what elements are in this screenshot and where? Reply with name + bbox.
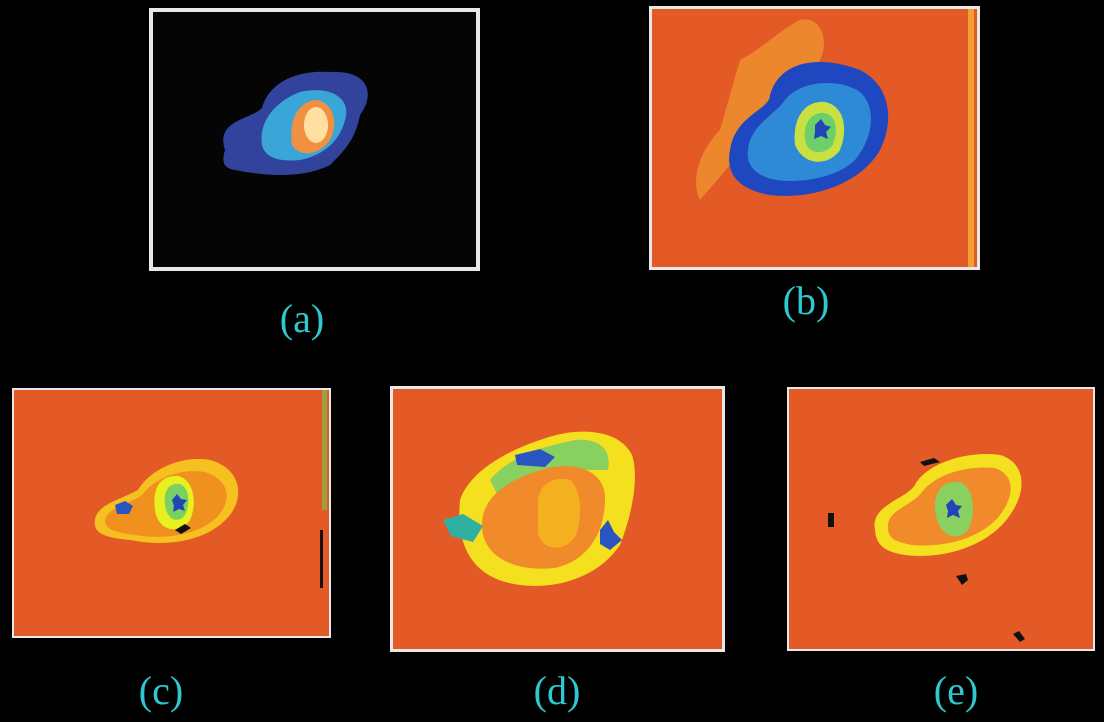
panel-b [649,6,980,270]
panel-d [390,386,725,652]
edge-strip [322,390,327,510]
edge-mark [320,530,323,588]
panel-label: (b) [783,278,830,323]
panel-a [149,8,480,271]
blob-core [538,479,580,548]
panel-label: (c) [139,668,183,713]
patch [828,513,834,527]
panel-e [787,387,1095,651]
panel-c [12,388,331,638]
panel-label: (d) [534,668,581,713]
figure: (a) (b) (c) (d) [0,0,1104,722]
panel-label: (a) [280,296,324,341]
blob-center [304,107,328,143]
panel-label: (e) [934,668,978,713]
edge-strip [968,9,974,267]
